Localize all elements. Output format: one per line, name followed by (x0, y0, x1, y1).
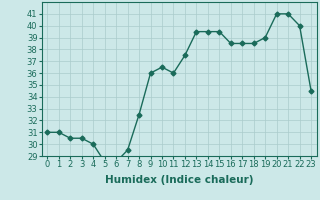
X-axis label: Humidex (Indice chaleur): Humidex (Indice chaleur) (105, 175, 253, 185)
